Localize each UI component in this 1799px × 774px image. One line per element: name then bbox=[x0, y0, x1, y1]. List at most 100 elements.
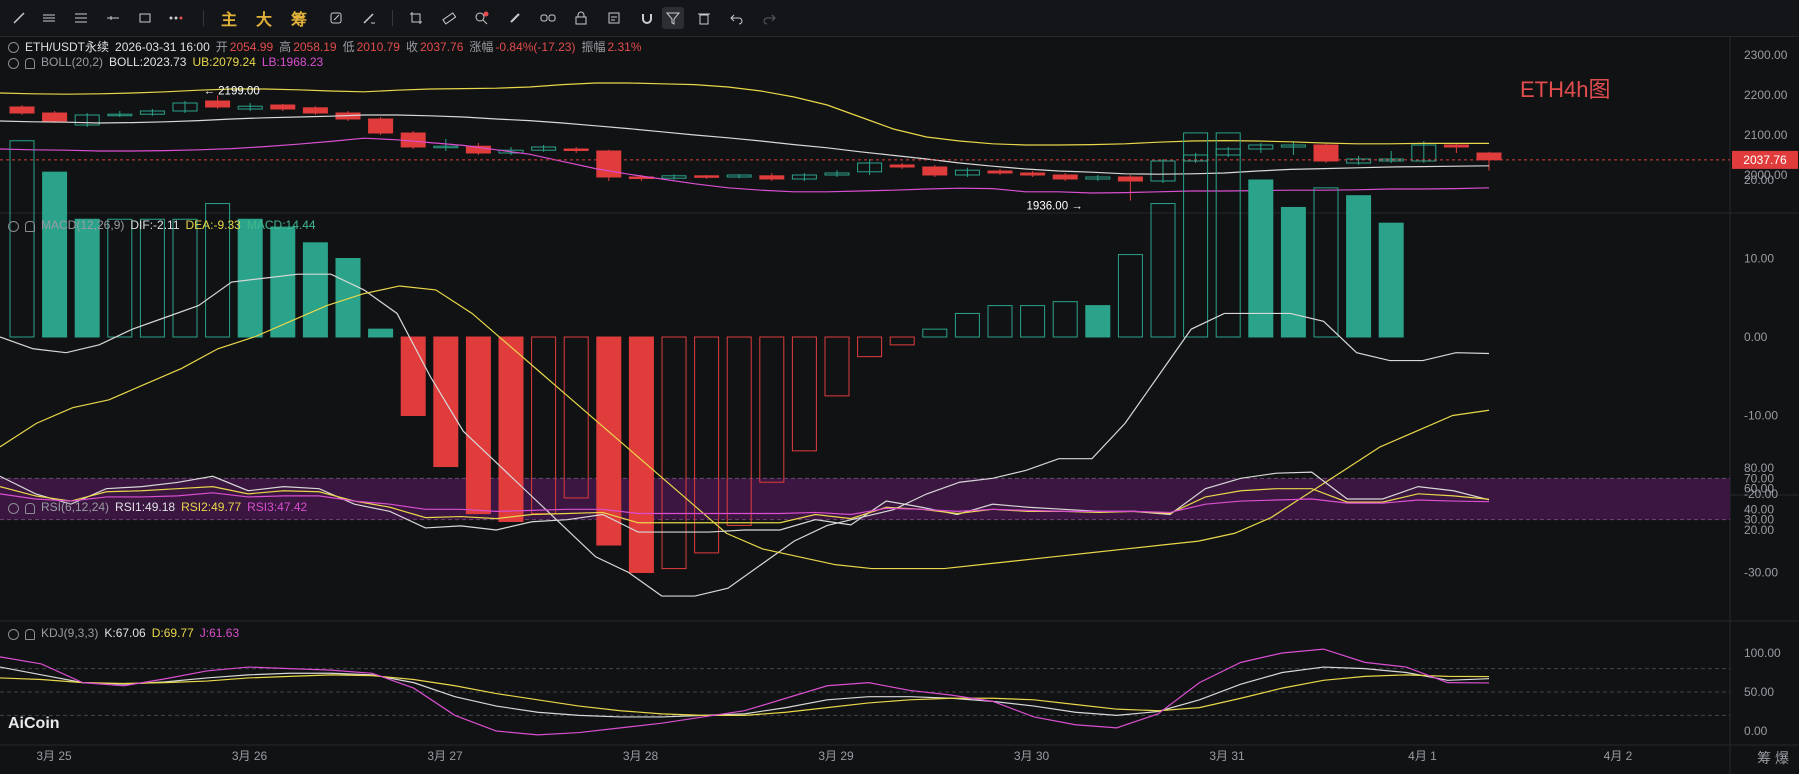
alert-bell-icon[interactable] bbox=[25, 57, 35, 69]
change-value: -0.84%(-17.23) bbox=[495, 39, 576, 54]
macd-bar bbox=[465, 336, 491, 515]
rectangle-tool-icon[interactable] bbox=[134, 7, 156, 29]
visibility-icon[interactable] bbox=[8, 628, 19, 640]
macd-value: MACD:14.44 bbox=[246, 218, 316, 232]
crop-tool-icon[interactable] bbox=[405, 7, 427, 29]
macd-bar bbox=[1215, 132, 1241, 338]
fib-lines-icon[interactable] bbox=[70, 7, 92, 29]
macd-bar bbox=[1150, 203, 1176, 338]
zoom-alert-icon[interactable] bbox=[471, 7, 493, 29]
bottom-right-buttons[interactable]: 筹 爆 bbox=[1757, 750, 1789, 766]
candle-body bbox=[791, 174, 817, 180]
candle-body bbox=[596, 150, 622, 178]
candle-body bbox=[1411, 144, 1437, 162]
candle-body bbox=[433, 145, 459, 149]
brush-icon[interactable] bbox=[504, 7, 526, 29]
candle-body bbox=[661, 175, 687, 179]
rsi1-value: RSI1:49.18 bbox=[115, 500, 176, 514]
rsi-tick-label: 80.00 bbox=[1744, 461, 1774, 475]
low-label: 低 bbox=[342, 40, 355, 54]
filter-icon[interactable] bbox=[662, 7, 684, 29]
settings-list-icon[interactable] bbox=[603, 7, 625, 29]
boll-ub: UB:2079.24 bbox=[192, 55, 256, 69]
visibility-icon[interactable] bbox=[8, 57, 19, 69]
kdj-tick-label: 100.00 bbox=[1744, 646, 1781, 660]
aicoin-logo: AiCoin bbox=[8, 715, 60, 732]
macd-bar bbox=[237, 218, 263, 338]
datetime-label: 2026-03-31 16:00 bbox=[115, 39, 210, 54]
candle-body bbox=[42, 112, 68, 122]
time-tick-label: 3月 26 bbox=[232, 749, 268, 763]
price-tick-label: 2100.00 bbox=[1744, 128, 1788, 142]
ruler-icon[interactable] bbox=[438, 7, 460, 29]
rsi-tick-label: 70.00 bbox=[1744, 471, 1774, 485]
candle-body bbox=[759, 175, 785, 180]
redo-icon[interactable] bbox=[758, 7, 780, 29]
magnet-icon[interactable] bbox=[636, 7, 658, 29]
trash-icon[interactable] bbox=[693, 7, 715, 29]
parallel-lines-icon[interactable] bbox=[38, 7, 60, 29]
candle-body bbox=[270, 104, 296, 110]
chart-canvas[interactable]: 2300.002200.002100.002000.0020.0010.000.… bbox=[0, 37, 1799, 774]
candle-body bbox=[1117, 176, 1143, 182]
more-tools-icon[interactable] bbox=[166, 7, 188, 29]
chip-distribution-button[interactable]: 筹 bbox=[290, 12, 307, 29]
visibility-icon[interactable] bbox=[8, 220, 19, 232]
pen-draw-icon[interactable] bbox=[358, 7, 380, 29]
large-order-button[interactable]: 大 bbox=[255, 12, 272, 29]
rsi3-value: RSI3:47.42 bbox=[247, 500, 308, 514]
candle-body bbox=[139, 110, 165, 115]
kdj-j: J:61.63 bbox=[199, 626, 240, 640]
macd-bar bbox=[42, 171, 68, 338]
candle-body bbox=[107, 113, 133, 117]
open-label: 开 bbox=[215, 40, 228, 54]
kdj-j-line bbox=[0, 648, 1490, 736]
macd-tick-label: -20.00 bbox=[1744, 487, 1778, 501]
alert-bell-icon[interactable] bbox=[25, 628, 35, 640]
candle-body bbox=[694, 175, 720, 178]
edit-box-icon[interactable] bbox=[325, 7, 347, 29]
time-tick-label: 3月 31 bbox=[1209, 749, 1245, 763]
candle-body bbox=[954, 169, 980, 176]
chart-watermark: ETH4h图 bbox=[1520, 77, 1611, 102]
candle-body bbox=[1378, 158, 1404, 162]
alert-bell-icon[interactable] bbox=[25, 220, 35, 232]
macd-bar bbox=[1378, 222, 1404, 338]
rsi3-line bbox=[0, 492, 1490, 516]
undo-icon[interactable] bbox=[726, 7, 748, 29]
time-tick-label: 4月 1 bbox=[1408, 749, 1437, 763]
kdj-legend: KDJ(9,3,3) K:67.06 D:69.77 J:61.63 bbox=[8, 626, 245, 640]
kdj-name: KDJ(9,3,3) bbox=[41, 626, 99, 640]
macd-bar bbox=[987, 305, 1013, 338]
visibility-icon[interactable] bbox=[8, 42, 19, 53]
main-indicator-button[interactable]: 主 bbox=[220, 12, 237, 29]
macd-bar bbox=[694, 336, 720, 554]
macd-bar bbox=[563, 336, 589, 499]
boll-mid: BOLL:2023.73 bbox=[109, 55, 187, 69]
macd-bar bbox=[1313, 187, 1339, 338]
boll-mid-line bbox=[0, 114, 1490, 175]
price-tick-label: 2000.00 bbox=[1744, 168, 1788, 182]
candle-body bbox=[1020, 172, 1046, 176]
kdj-k: K:67.06 bbox=[104, 626, 146, 640]
time-tick-label: 3月 29 bbox=[818, 749, 854, 763]
horizontal-line-icon[interactable] bbox=[102, 7, 124, 29]
candle-body bbox=[563, 148, 589, 151]
visibility-icon[interactable] bbox=[8, 502, 19, 514]
candle-body bbox=[237, 105, 263, 110]
alert-bell-icon[interactable] bbox=[25, 502, 35, 514]
macd-bar bbox=[922, 328, 948, 338]
trendline-tool-icon[interactable] bbox=[8, 7, 30, 29]
close-value: 2037.76 bbox=[420, 39, 464, 54]
time-tick-label: 3月 27 bbox=[427, 749, 463, 763]
chain-icon[interactable] bbox=[537, 7, 559, 29]
lock-icon[interactable] bbox=[570, 7, 592, 29]
change-label: 涨幅 bbox=[469, 40, 494, 54]
main-legend: ETH/USDT永续 2026-03-31 16:00 开 2054.99 高 20… bbox=[8, 38, 648, 55]
macd-bar bbox=[270, 226, 296, 338]
macd-dea-line bbox=[0, 285, 1490, 570]
candle-body bbox=[302, 107, 328, 114]
macd-legend: MACD(12,26,9) DIF:-2.11 DEA:-9.33 MACD:1… bbox=[8, 218, 322, 232]
candle-body bbox=[857, 162, 883, 173]
kdj-tick-label: 50.00 bbox=[1744, 685, 1774, 699]
